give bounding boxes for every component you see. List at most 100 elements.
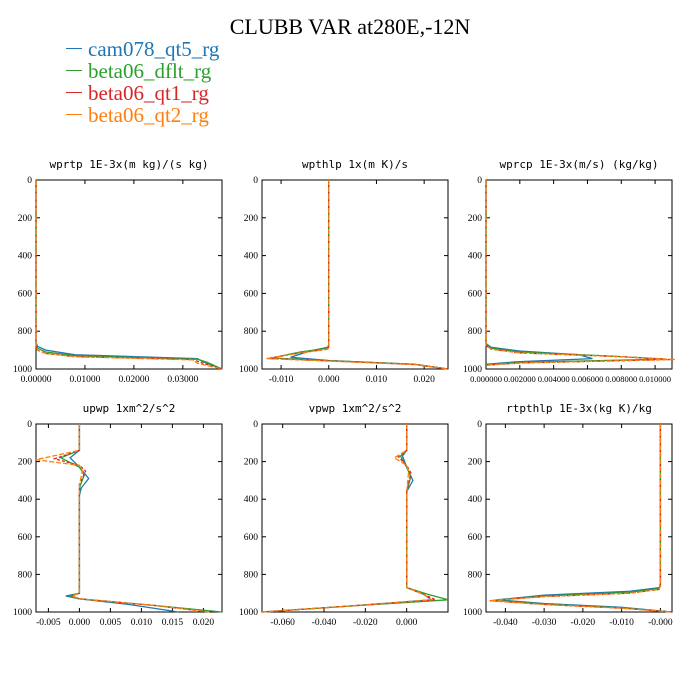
subplot-title: upwp 1xm^2/s^2 (83, 402, 176, 415)
x-tick-label: 0.03000 (167, 375, 198, 385)
x-tick-label: -0.020 (353, 618, 378, 628)
y-tick-label: 400 (468, 495, 483, 505)
y-tick-label: 200 (244, 214, 259, 224)
x-tick-label: 0.002000 (504, 374, 536, 384)
series-line-beta06_qt2_rg (266, 180, 449, 370)
legend-item-dflt: beta06_dflt_rg (66, 60, 219, 82)
series-line-beta06_dflt_rg (35, 180, 223, 370)
x-tick-label: -0.010 (269, 375, 294, 385)
series-line-cam078_qt5_rg (65, 424, 179, 613)
subplot-0: wprtp 1E-3x(m kg)/(s kg) 0 200 400 600 800 100… (13, 158, 223, 385)
y-tick-label: 600 (468, 533, 483, 543)
x-tick-label: 0.000 (396, 618, 418, 628)
x-tick-label: 0.006000 (572, 374, 604, 384)
legend-label-cam078: cam078_qt5_rg (88, 37, 220, 61)
legend-line-qt2 (66, 113, 82, 116)
legend-label-dflt: beta06_dflt_rg (88, 59, 212, 83)
y-tick-label: 800 (244, 327, 259, 337)
x-tick-label: 0.015 (162, 618, 184, 628)
y-tick-label: 1000 (239, 608, 258, 618)
x-tick-label: 0.01000 (70, 375, 101, 385)
series-line-beta06_dflt_rg (485, 180, 664, 366)
y-tick-label: 0 (253, 176, 258, 186)
legend-label-qt2: beta06_qt2_rg (88, 103, 209, 127)
x-tick-label: 0.010 (131, 618, 153, 628)
plot-frame (35, 179, 223, 370)
y-tick-label: 600 (468, 289, 483, 299)
y-tick-label: 800 (468, 570, 483, 580)
y-tick-label: 400 (18, 495, 33, 505)
series-line-beta06_qt1_rg (266, 180, 449, 370)
x-tick-label: 0.005 (100, 618, 122, 628)
y-tick-label: 200 (18, 458, 33, 468)
plot-frame (485, 179, 673, 370)
y-tick-label: 600 (18, 533, 33, 543)
x-tick-label: 0.010000 (639, 374, 671, 384)
plot-frame (261, 423, 449, 613)
subplot-5: rtpthlp 1E-3x(kg K)/kg 0 200 400 600 800 1000 -… (463, 402, 673, 628)
x-tick-label: 0.010 (366, 375, 388, 385)
series-line-cam078_qt5_rg (485, 180, 593, 365)
series-line-beta06_dflt_rg (261, 424, 449, 613)
x-tick-label: 0.020 (193, 618, 215, 628)
plot-frame (261, 179, 449, 370)
y-tick-label: 1000 (13, 365, 32, 375)
y-tick-label: 1000 (463, 365, 482, 375)
x-tick-label: -0.010 (609, 618, 634, 628)
subplot-title: wpthlp 1x(m K)/s (302, 158, 408, 171)
y-tick-label: 800 (468, 327, 483, 337)
x-tick-label: 0.000 (318, 375, 340, 385)
y-tick-label: 0 (477, 420, 482, 430)
x-tick-label: 0.004000 (538, 374, 570, 384)
series-line-beta06_qt1_rg (485, 180, 673, 366)
series-line-beta06_qt1_rg (489, 424, 673, 613)
x-tick-label: 0.000000 (470, 374, 502, 384)
series-line-beta06_qt1_rg (35, 180, 223, 370)
y-tick-label: 200 (468, 458, 483, 468)
y-tick-label: 800 (18, 570, 33, 580)
series-line-beta06_qt1_rg (261, 424, 436, 613)
y-tick-label: 400 (244, 252, 259, 262)
legend-item-cam078: cam078_qt5_rg (66, 38, 219, 60)
y-tick-label: 600 (244, 533, 259, 543)
y-tick-label: 0 (27, 420, 32, 430)
x-tick-label: 0.000 (69, 618, 91, 628)
y-tick-label: 1000 (13, 608, 32, 618)
y-tick-label: 400 (18, 252, 33, 262)
subplot-title: vpwp 1xm^2/s^2 (309, 402, 402, 415)
x-tick-label: -0.020 (571, 618, 596, 628)
y-tick-label: 1000 (463, 608, 482, 618)
series-line-beta06_qt2_rg (261, 424, 434, 613)
x-tick-label: 0.00000 (21, 375, 52, 385)
y-tick-label: 200 (468, 214, 483, 224)
y-tick-label: 1000 (239, 365, 258, 375)
subplot-title: wprcp 1E-3x(m/s) (kg/kg) (500, 158, 659, 171)
legend-label-qt1: beta06_qt1_rg (88, 81, 209, 105)
x-tick-label: -0.060 (270, 618, 295, 628)
legend-line-dflt (66, 69, 82, 72)
legend-item-qt1: beta06_qt1_rg (66, 82, 219, 104)
x-tick-label: 0.008000 (605, 374, 637, 384)
y-tick-label: 0 (27, 176, 32, 186)
series-line-beta06_dflt_rg (271, 180, 449, 370)
y-tick-label: 600 (244, 289, 259, 299)
y-tick-label: 800 (18, 327, 33, 337)
series-line-beta06_qt2_rg (35, 424, 210, 613)
x-tick-label: -0.040 (493, 618, 518, 628)
subplot-title: wprtp 1E-3x(m kg)/(s kg) (50, 158, 209, 171)
y-tick-label: 600 (18, 289, 33, 299)
x-tick-label: 0.020 (413, 375, 435, 385)
subplot-1: wpthlp 1x(m K)/s 0 200 400 600 800 1000 -0.010 0… (239, 158, 449, 385)
y-tick-label: 200 (244, 458, 259, 468)
plot-frame (35, 423, 223, 613)
y-tick-label: 200 (18, 214, 33, 224)
x-tick-label: -0.030 (532, 618, 557, 628)
figure-title: CLUBB VAR at280E,-12N (229, 14, 471, 39)
subplot-4: vpwp 1xm^2/s^2 0 200 400 600 800 1000 -0.060 -0.… (239, 402, 449, 628)
legend: cam078_qt5_rg beta06_dflt_rg beta06_qt1_… (66, 38, 219, 126)
plot-frame (485, 423, 673, 613)
y-tick-label: 400 (468, 252, 483, 262)
subplot-2: wprcp 1E-3x(m/s) (kg/kg) 0 200 400 600 800 100… (463, 158, 676, 384)
series-line-cam078_qt5_rg (35, 180, 223, 370)
subplot-3: upwp 1xm^2/s^2 0 200 400 600 800 1000 -0.005 0.0… (13, 402, 223, 628)
